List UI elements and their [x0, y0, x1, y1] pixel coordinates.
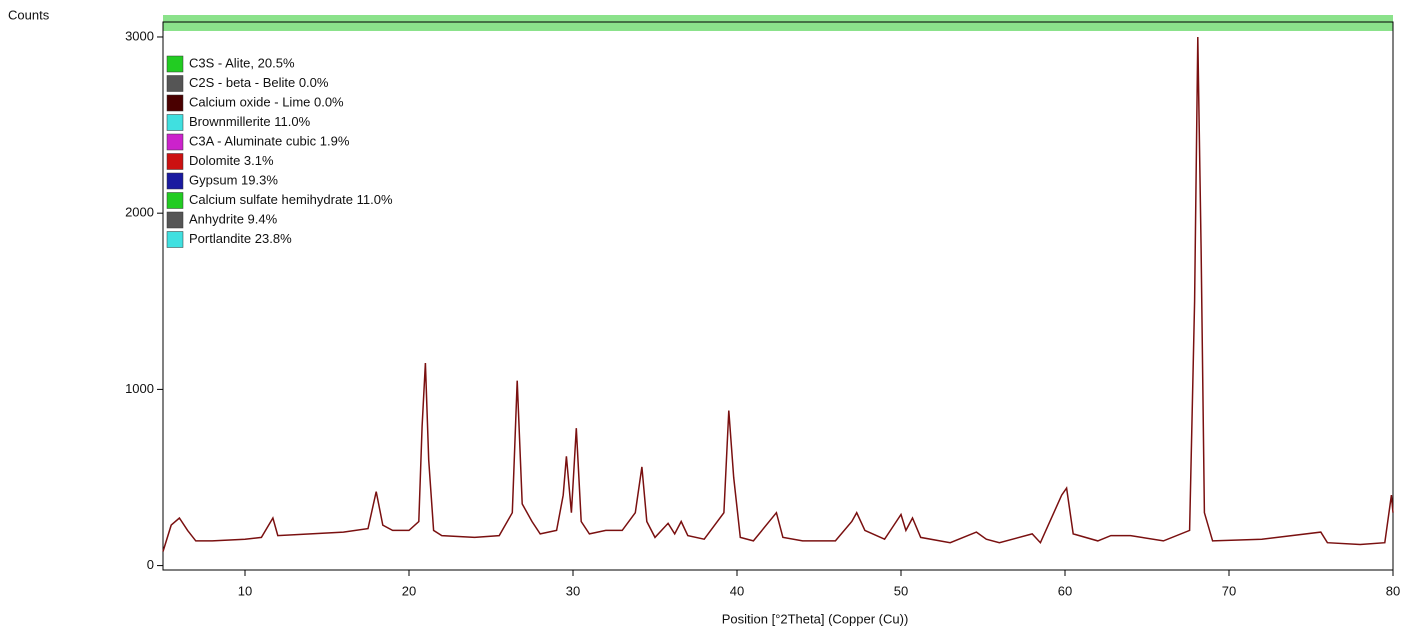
- legend-label: Dolomite 3.1%: [189, 153, 274, 168]
- x-tick-label: 30: [566, 583, 580, 598]
- legend-swatch: [166, 75, 184, 92]
- x-axis-label: Position [°2Theta] (Copper (Cu)): [722, 611, 909, 626]
- legend-label: Portlandite 23.8%: [189, 231, 292, 246]
- legend-label: Brownmillerite 11.0%: [189, 114, 311, 129]
- legend-swatch: [166, 172, 184, 190]
- legend-label: C3A - Aluminate cubic 1.9%: [189, 133, 350, 148]
- legend-label: Anhydrite 9.4%: [189, 211, 278, 226]
- legend-swatch: [166, 55, 184, 73]
- y-tick-label: 0: [147, 557, 154, 572]
- x-tick-label: 20: [402, 583, 416, 598]
- reference-band: [163, 15, 1393, 31]
- x-tick-label: 70: [1222, 583, 1236, 598]
- legend-swatch: [166, 153, 184, 170]
- legend-swatch: [166, 192, 184, 209]
- legend-swatch: [166, 94, 184, 112]
- x-tick-label: 40: [730, 583, 744, 598]
- legend-label: Gypsum 19.3%: [189, 172, 278, 187]
- legend-label: Calcium sulfate hemihydrate 11.0%: [189, 192, 393, 207]
- y-tick-label: 3000: [125, 28, 154, 43]
- legend-label: Calcium oxide - Lime 0.0%: [189, 94, 344, 109]
- legend-swatch: [166, 211, 184, 229]
- y-axis-label: Counts: [8, 7, 50, 22]
- legend-swatch: [166, 133, 184, 151]
- y-tick-label: 2000: [125, 205, 154, 220]
- plot-frame: [162, 21, 1394, 571]
- x-tick-label: 10: [238, 583, 252, 598]
- x-tick-label: 60: [1058, 583, 1072, 598]
- pattern-line: [162, 36, 1394, 552]
- legend-label: C2S - beta - Belite 0.0%: [189, 75, 329, 90]
- y-tick-label: 1000: [125, 381, 154, 396]
- legend-label: C3S - Alite, 20.5%: [189, 55, 295, 70]
- x-tick-label: 50: [894, 583, 908, 598]
- x-tick-label: 80: [1386, 583, 1400, 598]
- legend-swatch: [166, 231, 184, 248]
- legend-swatch: [166, 114, 184, 131]
